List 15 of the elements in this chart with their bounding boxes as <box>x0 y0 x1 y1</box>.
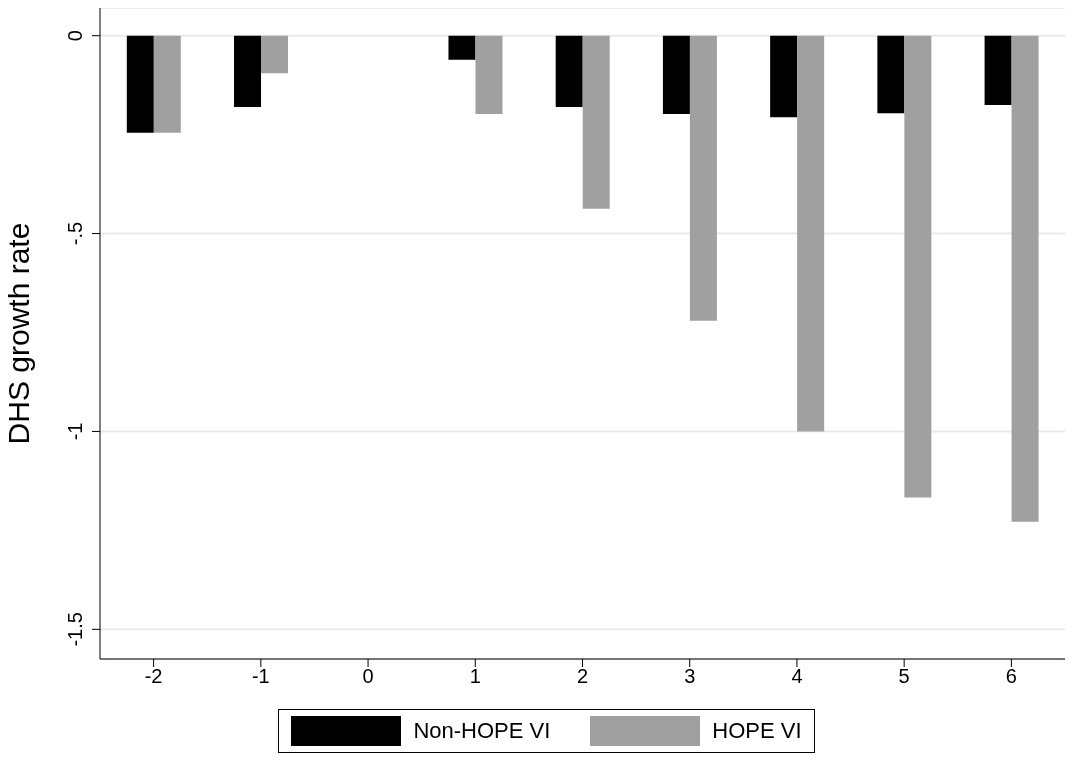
legend-label: Non-HOPE VI <box>413 718 551 744</box>
x-tick-label: 4 <box>791 665 803 688</box>
x-tick-label: 2 <box>576 665 589 688</box>
x-tick-label: -2 <box>144 665 163 688</box>
x-tick-label: 0 <box>362 665 374 688</box>
y-tick-label: -1 <box>64 422 86 441</box>
x-tick-label: 6 <box>1005 665 1017 688</box>
x-tick-label: 3 <box>684 665 696 688</box>
legend-label: HOPE VI <box>712 718 802 744</box>
y-tick-label: -.5 <box>64 221 86 246</box>
x-tick-label: 5 <box>898 665 910 688</box>
x-tick-label: 1 <box>469 665 481 688</box>
y-tick-label: -1.5 <box>64 612 86 647</box>
y-tick-label: 0 <box>64 30 86 42</box>
x-tick-label: -1 <box>251 665 270 688</box>
